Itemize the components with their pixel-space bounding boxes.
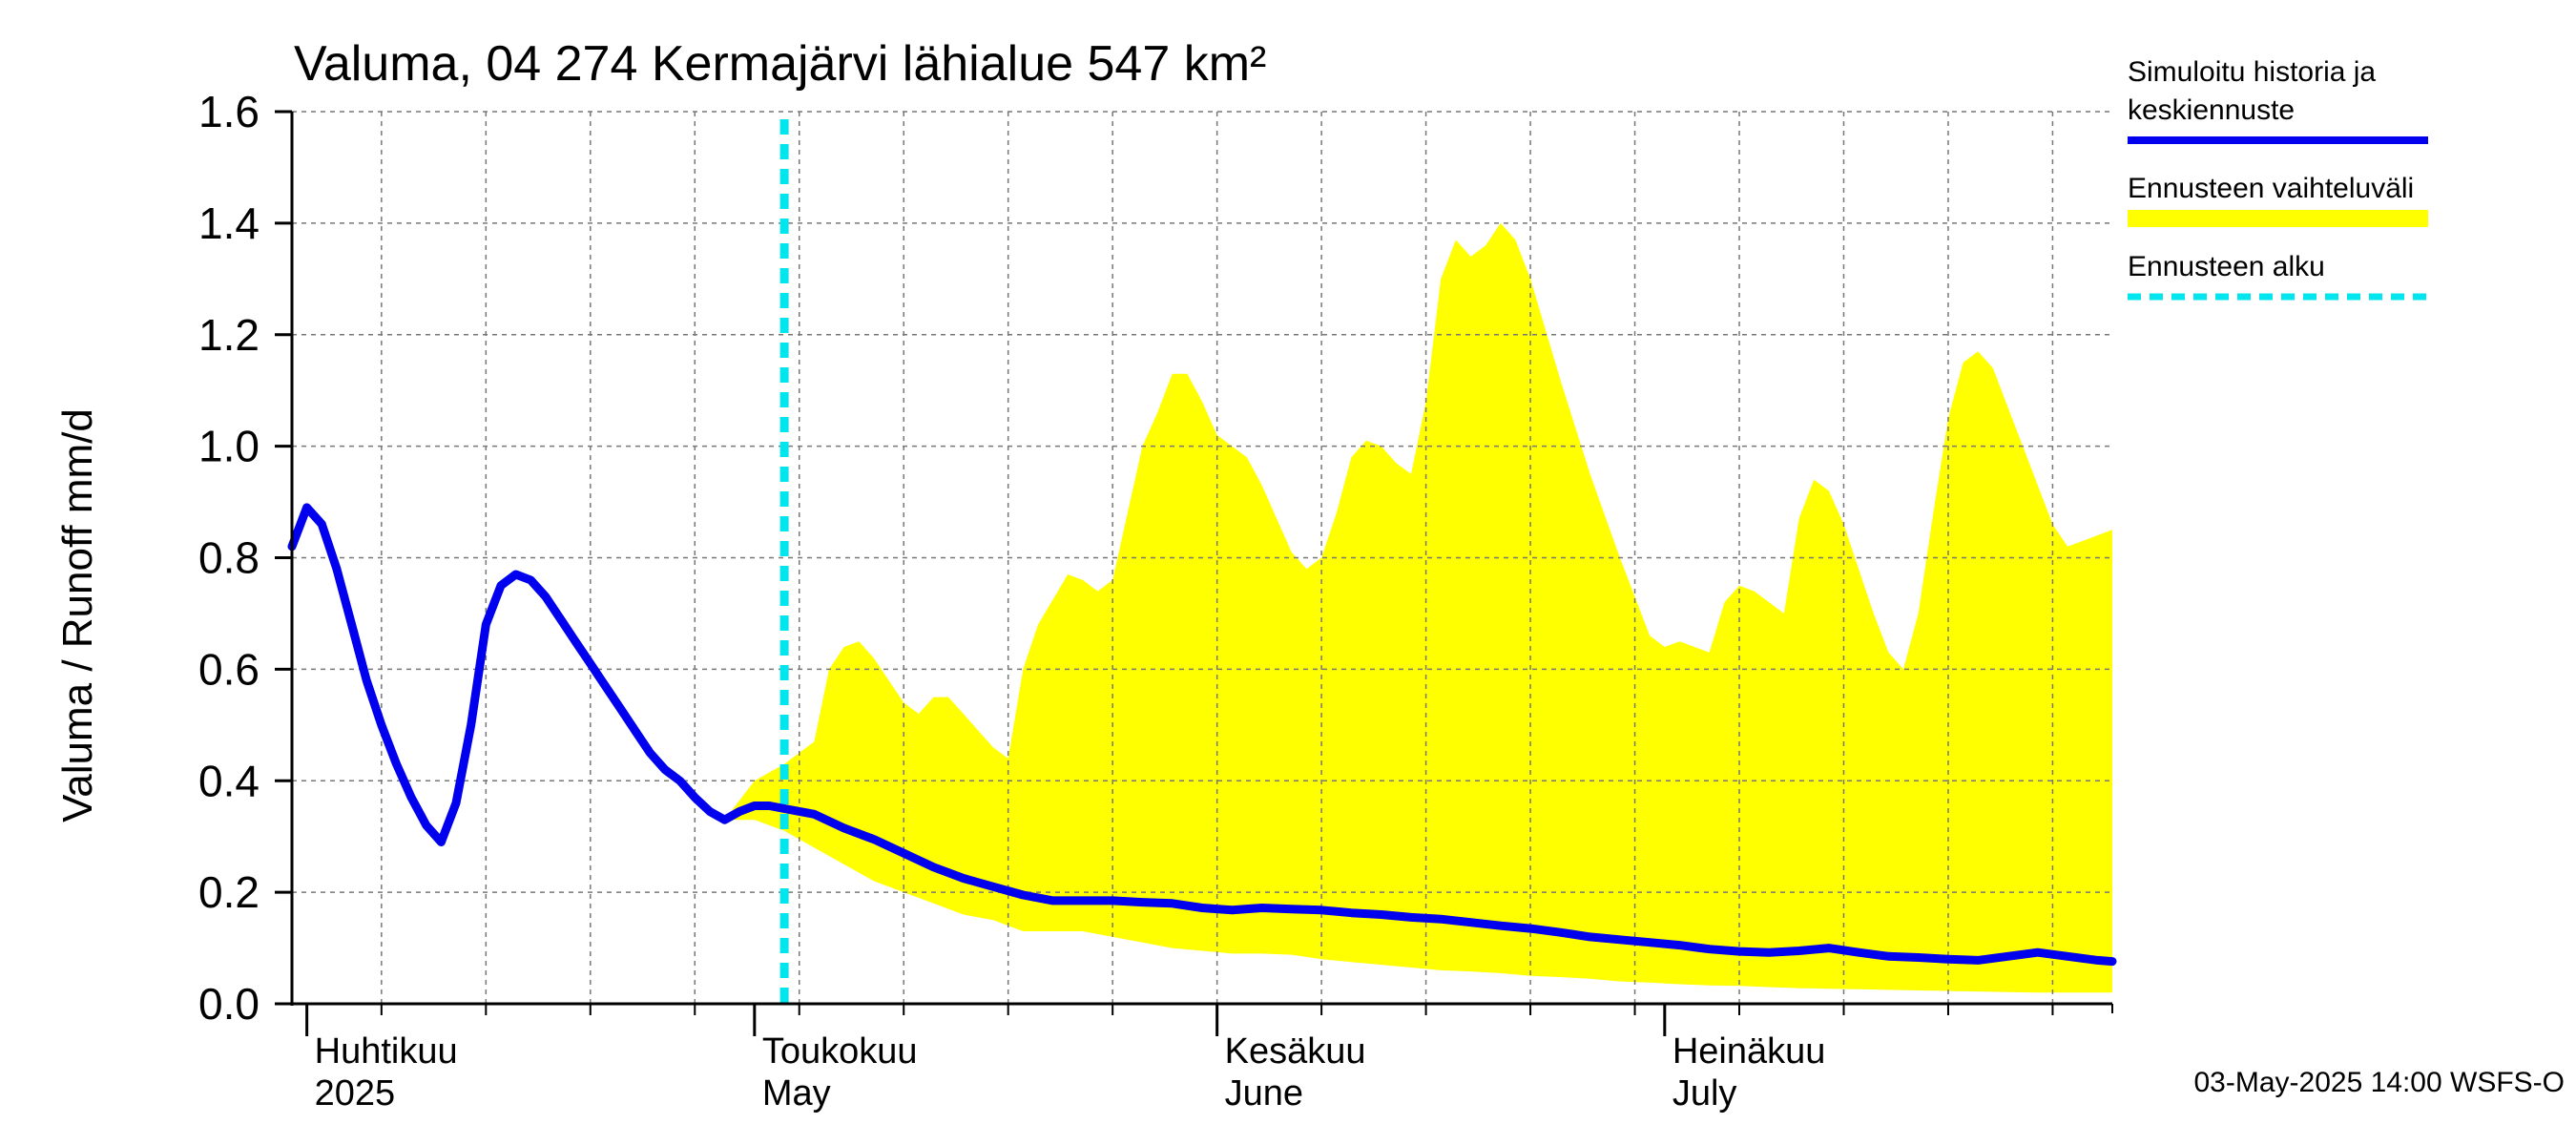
y-tick-label: 0.0	[198, 979, 260, 1029]
legend-swatch-band	[2128, 210, 2428, 227]
grid-layer	[292, 111, 2112, 1004]
forecast-band-layer	[724, 222, 2112, 993]
x-month-label: Kesäkuu	[1225, 1031, 1366, 1072]
y-tick-label: 1.6	[198, 87, 260, 136]
x-month-sublabel: May	[762, 1073, 831, 1114]
chart-title: Valuma, 04 274 Kermajärvi lähialue 547 k…	[294, 36, 1266, 92]
y-tick-label: 1.0	[198, 422, 260, 471]
legend: Simuloitu historia ja keskiennuste Ennuste…	[2128, 56, 2428, 301]
x-month-sublabel: July	[1672, 1073, 1737, 1114]
y-tick-label: 1.2	[198, 310, 260, 360]
series-layer	[287, 503, 2117, 967]
legend-label: keskiennuste	[2128, 94, 2295, 126]
x-month-sublabel: June	[1225, 1073, 1303, 1114]
y-tick-label: 0.8	[198, 533, 260, 583]
y-axis-label: Valuma / Runoff mm/d	[54, 408, 101, 822]
legend-label: Ennusteen vaihteluväli	[2128, 173, 2414, 204]
y-tick-label: 1.4	[198, 198, 260, 248]
x-month-label: Toukokuu	[762, 1031, 918, 1072]
y-tick-label: 0.6	[198, 644, 260, 694]
x-month-sublabel: 2025	[315, 1073, 396, 1114]
y-tick-label: 0.2	[198, 867, 260, 917]
x-month-label: Huhtikuu	[315, 1031, 458, 1072]
footer-timestamp: 03-May-2025 14:00 WSFS-O	[2194, 1067, 2566, 1098]
x-month-label: Heinäkuu	[1672, 1031, 1826, 1072]
legend-label: Ennusteen alku	[2128, 251, 2325, 282]
y-tick-label: 0.4	[198, 756, 260, 805]
legend-label: Simuloitu historia ja	[2128, 56, 2376, 88]
forecast-range-band	[724, 222, 2112, 993]
series-line	[287, 503, 2117, 967]
